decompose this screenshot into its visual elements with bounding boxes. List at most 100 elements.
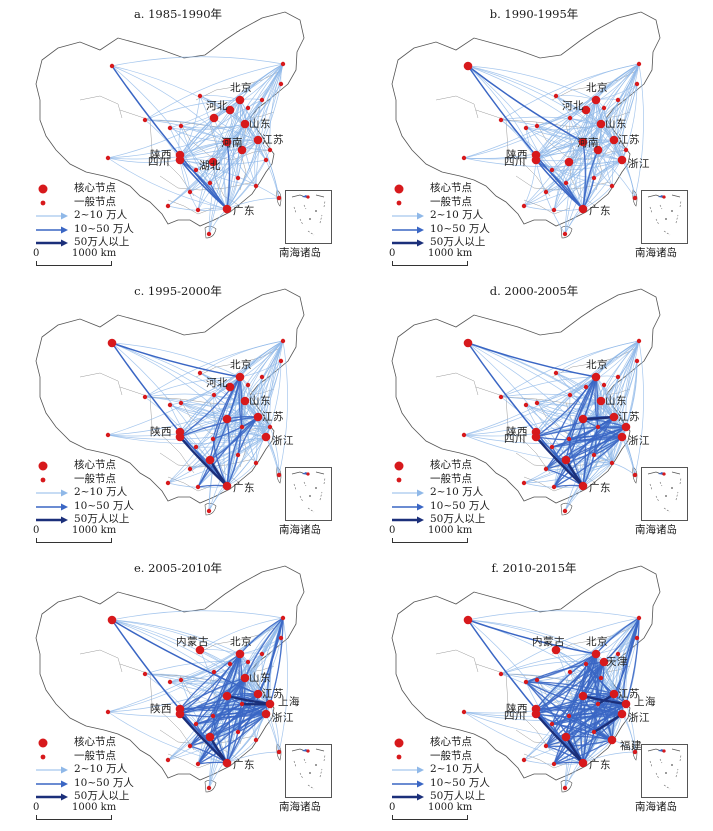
flow-line-small bbox=[179, 661, 249, 710]
flow-line-small bbox=[269, 63, 284, 151]
arrow-head bbox=[417, 780, 424, 787]
core-node bbox=[593, 145, 603, 155]
flow-line-medium bbox=[535, 426, 627, 438]
arrow-head bbox=[61, 226, 68, 233]
flow-arrow-icon bbox=[36, 516, 68, 524]
flow-line-medium bbox=[565, 436, 623, 461]
general-node bbox=[276, 472, 282, 478]
flow-line-medium bbox=[525, 681, 613, 741]
country-outline bbox=[35, 11, 305, 227]
flow-line-small bbox=[107, 157, 181, 163]
flow-line-small bbox=[500, 116, 602, 125]
panel-title: a. 1985-1990年 bbox=[133, 7, 223, 21]
flow-line-small bbox=[189, 340, 284, 470]
arrow-head bbox=[61, 766, 68, 774]
city-label-hebei: 河北 bbox=[562, 100, 584, 112]
inset-map bbox=[647, 194, 682, 236]
flow-line-medium bbox=[212, 376, 241, 440]
core-node bbox=[463, 61, 473, 71]
legend-label: 50万人以上 bbox=[74, 790, 130, 802]
city-label-shandong: 山东 bbox=[249, 395, 271, 407]
island-dot bbox=[309, 772, 311, 774]
flow-line-small bbox=[467, 65, 597, 101]
city-label-shaanxi: 陕西 bbox=[150, 426, 172, 438]
city-label-hebei: 河北 bbox=[206, 100, 228, 112]
island-dot bbox=[309, 218, 311, 220]
core-node-symbol bbox=[394, 184, 404, 194]
scale-distance-label: 1000 km bbox=[72, 525, 117, 536]
flow-line-medium bbox=[553, 376, 597, 488]
flow-line-small bbox=[467, 619, 597, 655]
arrow-head bbox=[417, 212, 424, 220]
flow-line-small bbox=[523, 139, 615, 207]
general-node bbox=[521, 757, 527, 763]
general-node bbox=[636, 61, 642, 67]
flow-line-medium bbox=[582, 149, 599, 210]
flow-line-small bbox=[244, 637, 282, 679]
legend-label: 50万人以上 bbox=[74, 236, 130, 248]
flow-line-small bbox=[545, 63, 640, 193]
flow-line-medium bbox=[585, 663, 627, 705]
core-node bbox=[237, 145, 247, 155]
island-dot bbox=[315, 210, 317, 212]
flow-line-small bbox=[199, 340, 284, 374]
flow-arrow-icon bbox=[36, 780, 68, 787]
flow-line-small bbox=[212, 426, 271, 440]
flow-line-medium bbox=[535, 661, 605, 715]
flow-line-small bbox=[568, 159, 623, 164]
general-node bbox=[109, 63, 115, 69]
general-node bbox=[609, 460, 615, 466]
flow-line-small bbox=[611, 340, 640, 464]
general-node bbox=[551, 761, 557, 767]
province-boundary bbox=[167, 753, 215, 769]
legend-label: 一般节点 bbox=[74, 195, 116, 208]
general-node bbox=[461, 709, 467, 715]
flow-line-small bbox=[582, 107, 605, 210]
flow-line-small bbox=[585, 109, 623, 161]
general-node bbox=[534, 123, 540, 129]
flow-line-medium bbox=[535, 661, 605, 710]
city-label-sichuan: 四川 bbox=[504, 710, 526, 722]
core-node-dot bbox=[38, 738, 48, 748]
core-node-symbol bbox=[38, 738, 48, 748]
arrow-head bbox=[417, 503, 424, 510]
general-node bbox=[235, 729, 241, 735]
general-node bbox=[167, 125, 173, 131]
core-node bbox=[609, 689, 619, 699]
general-node bbox=[245, 659, 251, 665]
province-boundary bbox=[505, 396, 551, 474]
city-label-hebei: 河北 bbox=[206, 377, 228, 389]
core-node bbox=[578, 758, 588, 768]
flow-line-small bbox=[634, 63, 644, 199]
flow-line-small bbox=[535, 63, 640, 156]
general-node bbox=[253, 737, 259, 743]
scale-bar-line bbox=[36, 815, 112, 820]
city-label-beijing: 北京 bbox=[230, 82, 252, 94]
city-label-shanghai: 上海 bbox=[278, 696, 300, 708]
core-node bbox=[621, 422, 631, 432]
core-node bbox=[261, 432, 271, 442]
arrow-head bbox=[417, 793, 424, 801]
nine-dash-line bbox=[293, 754, 326, 790]
province-boundary bbox=[605, 388, 631, 396]
inset-map bbox=[291, 748, 326, 790]
flow-line-medium bbox=[189, 703, 271, 747]
general-node bbox=[562, 785, 568, 791]
flow-line-small bbox=[535, 149, 599, 161]
core-node bbox=[175, 709, 185, 719]
flow-line-small bbox=[523, 159, 623, 207]
inset-map bbox=[647, 748, 682, 790]
island-dot bbox=[665, 218, 667, 220]
general-node bbox=[239, 701, 245, 707]
flow-line-medium bbox=[525, 681, 584, 764]
flow-line-small bbox=[555, 340, 640, 374]
city-label-shandong: 山东 bbox=[605, 118, 627, 130]
core-node bbox=[225, 105, 235, 115]
general-node bbox=[615, 374, 621, 380]
core-node bbox=[195, 645, 205, 655]
city-label-tianjin: 天津 bbox=[606, 656, 628, 668]
flow-line-small bbox=[463, 711, 613, 741]
arrow-head bbox=[61, 503, 68, 510]
legend-label: 10~50 万人 bbox=[74, 499, 134, 512]
south-china-sea-inset bbox=[285, 744, 332, 798]
